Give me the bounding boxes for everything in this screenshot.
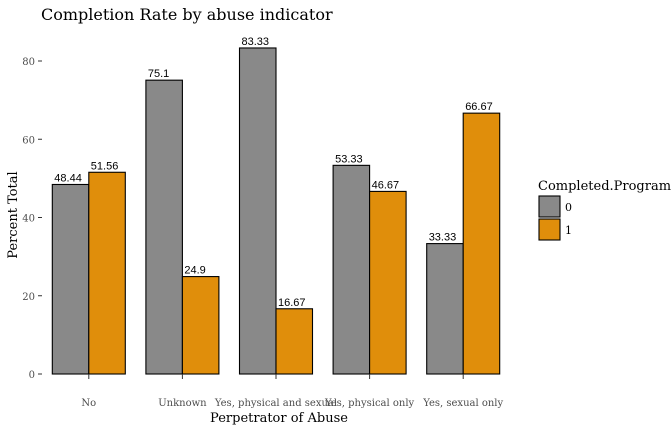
bar-value-label: 53.33 — [335, 153, 363, 165]
bar-value-label: 83.33 — [242, 36, 270, 48]
bar-series-1-0 — [88, 171, 126, 375]
bar-series-0-0 — [51, 183, 90, 375]
bar-series-1-4 — [462, 112, 501, 375]
bar-series-1-3 — [369, 190, 407, 375]
bar-series-0-1 — [145, 79, 183, 375]
bar-series-1-2 — [275, 308, 314, 375]
y-tick-label: 60 — [22, 135, 35, 146]
bar-value-label: 66.67 — [465, 101, 493, 113]
x-tick-label: Yes, physical and sexual — [214, 398, 337, 409]
y-tick-label: 80 — [22, 57, 35, 68]
y-axis-label: Percent Total — [6, 171, 21, 258]
bar-series-0-3 — [332, 164, 371, 375]
bar-value-label: 16.67 — [278, 297, 306, 309]
x-tick-label: No — [81, 398, 96, 409]
bar-value-label: 51.56 — [91, 160, 119, 172]
bars — [51, 47, 501, 375]
x-axis-label: Perpetrator of Abuse — [210, 411, 348, 426]
bar-value-label: 24.9 — [184, 265, 205, 277]
x-tick-label: Yes, sexual only — [422, 398, 503, 409]
legend-key-1 — [538, 218, 561, 241]
bar-series-1-1 — [181, 276, 220, 375]
bar-value-label: 46.67 — [372, 179, 400, 191]
bar-value-label: 75.1 — [148, 68, 169, 80]
y-tick-label: 40 — [22, 214, 35, 225]
bar-value-label: 48.44 — [54, 172, 82, 184]
legend-label-1: 1 — [565, 224, 572, 237]
x-tick-label: Unknown — [158, 398, 207, 409]
legend: Completed.Program 0 1 — [538, 179, 671, 241]
bar-series-0-4 — [426, 243, 464, 375]
y-tick-label: 20 — [22, 292, 35, 303]
y-tick-label: 0 — [29, 370, 35, 381]
legend-title: Completed.Program — [538, 179, 671, 194]
bar-series-0-2 — [238, 47, 277, 375]
bar-value-label: 33.33 — [429, 232, 457, 244]
legend-label-0: 0 — [565, 201, 572, 214]
chart-title: Completion Rate by abuse indicator — [41, 5, 333, 24]
bar-labels: 48.44 51.56 75.1 24.9 83.33 16.67 53.33 46.67 33… — [54, 36, 492, 309]
legend-key-0 — [538, 195, 561, 218]
y-axis: 0 20 40 60 80 — [22, 57, 42, 381]
x-tick-label: Yes, physical only — [324, 398, 415, 409]
